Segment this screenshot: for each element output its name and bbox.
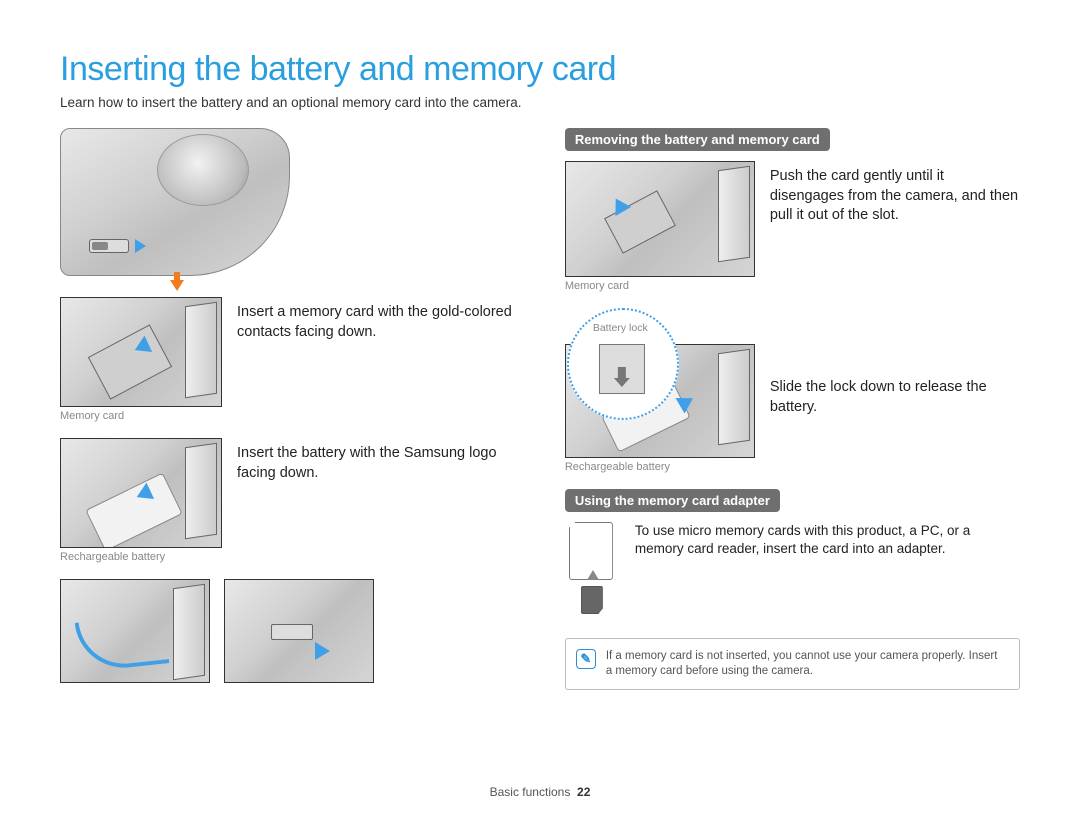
footer-section: Basic functions: [490, 785, 571, 799]
micro-sd-icon: [581, 586, 603, 614]
arrow-blue-icon: [315, 642, 345, 660]
removing-heading: Removing the battery and memory card: [565, 128, 830, 151]
insert-card-illustration: [60, 297, 222, 407]
adapter-row: To use micro memory cards with this prod…: [565, 522, 1020, 620]
battery-lock-detail-circle: Battery lock: [567, 308, 679, 420]
remove-card-desc: Push the card gently until it disengages…: [770, 161, 1020, 226]
content-columns: Memory card Insert a memory card with th…: [60, 128, 1020, 690]
remove-card-illustration: [565, 161, 755, 277]
lock-latch-icon: [599, 344, 645, 394]
battery-caption: Rechargeable battery: [60, 551, 222, 563]
adapter-illustration: [565, 522, 621, 620]
battery-lock-label: Battery lock: [593, 322, 648, 334]
insert-battery-desc: Insert the battery with the Samsung logo…: [237, 438, 525, 483]
adapter-heading: Using the memory card adapter: [565, 489, 780, 512]
note-box: ✎ If a memory card is not inserted, you …: [565, 638, 1020, 690]
memory-card-caption: Memory card: [60, 410, 222, 422]
insert-card-desc: Insert a memory card with the gold-color…: [237, 297, 525, 342]
close-door-illus-2: [224, 579, 374, 683]
arrow-right-icon: [135, 239, 146, 253]
page-footer: Basic functions 22: [0, 785, 1080, 799]
close-door-illustrations: [60, 579, 525, 683]
insert-memory-card-row: Memory card Insert a memory card with th…: [60, 297, 525, 428]
swoosh-arrow-icon: [75, 613, 170, 672]
left-column: Memory card Insert a memory card with th…: [60, 128, 525, 690]
remove-battery-desc: Slide the lock down to release the batte…: [770, 308, 1020, 417]
remove-card-row: Memory card Push the card gently until i…: [565, 161, 1020, 298]
right-column: Removing the battery and memory card Mem…: [565, 128, 1020, 690]
battery-caption-2: Rechargeable battery: [565, 461, 755, 473]
close-door-illus-1: [60, 579, 210, 683]
memory-card-caption-2: Memory card: [565, 280, 755, 292]
arrow-down-icon: [170, 280, 184, 291]
camera-illustration: [60, 128, 290, 276]
battery-door-slider-icon: [89, 239, 129, 253]
page-subtitle: Learn how to insert the battery and an o…: [60, 95, 1020, 110]
footer-page-number: 22: [577, 785, 590, 799]
adapter-desc: To use micro memory cards with this prod…: [635, 522, 1020, 558]
page-title: Inserting the battery and memory card: [60, 50, 1020, 89]
insert-battery-row: Rechargeable battery Insert the battery …: [60, 438, 525, 569]
remove-battery-row: Battery lock Rechargeable battery Slide …: [565, 308, 1020, 479]
note-text: If a memory card is not inserted, you ca…: [606, 650, 998, 677]
insert-battery-illustration: [60, 438, 222, 548]
arrow-up-icon: [587, 570, 599, 580]
battery-lock-illustration: Battery lock: [565, 308, 755, 458]
note-icon: ✎: [576, 649, 596, 669]
